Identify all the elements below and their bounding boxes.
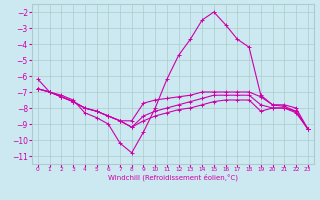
X-axis label: Windchill (Refroidissement éolien,°C): Windchill (Refroidissement éolien,°C) bbox=[108, 174, 238, 181]
